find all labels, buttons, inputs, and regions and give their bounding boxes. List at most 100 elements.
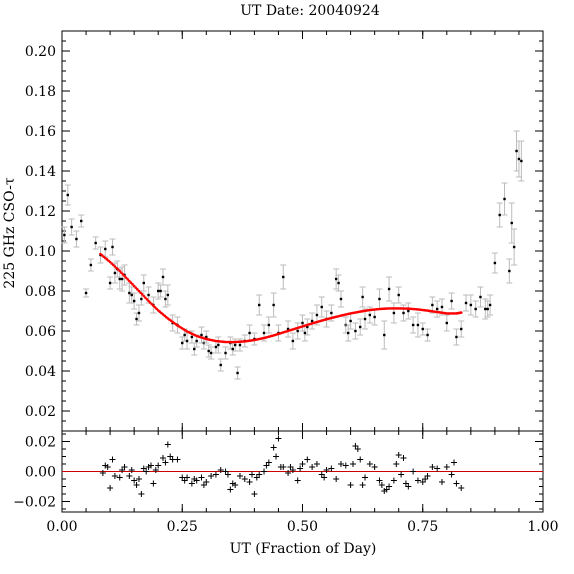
data-point	[508, 269, 511, 273]
data-point	[166, 293, 170, 297]
fit-point	[459, 311, 463, 314]
fit-point	[144, 296, 147, 299]
data-point	[291, 339, 295, 343]
fit-point	[128, 279, 131, 283]
main-plot-area: 0.02 0.04 0.06 0.08 0.10 0.12 0.14 0.16 0.18 0.20	[25, 30, 544, 432]
data-point	[157, 289, 160, 293]
data-point	[301, 321, 304, 325]
y-tick-label: 0.10	[25, 244, 56, 260]
data-point	[296, 329, 299, 333]
x-tick-label: 1.00	[527, 519, 558, 535]
data-point	[402, 311, 405, 315]
data-point	[94, 241, 97, 245]
data-point	[363, 317, 367, 321]
x-tick-label: 0.00	[46, 519, 77, 535]
data-point	[392, 311, 396, 315]
data-point	[498, 213, 501, 217]
data-point	[488, 303, 492, 307]
data-point	[89, 263, 93, 267]
fit-point	[123, 274, 126, 278]
y-tick-label: 0.04	[25, 364, 56, 380]
data-point	[272, 303, 275, 307]
data-point	[209, 351, 213, 355]
data-point	[113, 271, 117, 275]
data-point	[440, 305, 444, 309]
fit-point	[118, 269, 122, 273]
data-point	[397, 293, 400, 297]
data-point	[248, 331, 251, 335]
y-axis-label: 225 GHz CSO-τ	[2, 177, 18, 288]
data-point	[183, 333, 186, 337]
data-point	[217, 343, 220, 347]
data-point	[200, 333, 203, 337]
fit-point	[153, 305, 157, 309]
data-point	[231, 347, 234, 351]
fit-point	[150, 302, 154, 306]
data-point	[142, 281, 145, 285]
data-point	[450, 299, 453, 303]
data-point	[63, 233, 66, 237]
y-tick-label: −0.02	[13, 495, 56, 511]
data-point	[315, 313, 319, 317]
y-tick-label: 0.18	[25, 84, 56, 100]
data-point	[354, 329, 357, 333]
data-point	[185, 339, 189, 343]
data-point	[236, 371, 239, 375]
data-point	[66, 193, 69, 197]
fit-point	[155, 307, 158, 311]
fit-point	[121, 273, 125, 276]
y-tick-label: 0.00	[25, 465, 56, 481]
data-point	[258, 303, 261, 307]
fit-point	[134, 286, 138, 289]
data-point	[334, 277, 338, 281]
y-tick-label: 0.16	[25, 124, 56, 140]
data-point	[517, 157, 521, 161]
data-point	[520, 159, 523, 163]
data-point	[431, 303, 434, 307]
data-point	[330, 311, 333, 315]
data-point	[238, 343, 242, 347]
data-point	[135, 317, 138, 321]
data-point	[320, 305, 323, 309]
chart-title: UT Date: 20040924	[240, 3, 380, 19]
data-point	[426, 333, 429, 337]
fit-point	[140, 293, 144, 296]
x-tick-label: 0.75	[407, 519, 438, 535]
data-point	[368, 313, 372, 317]
data-point	[205, 335, 208, 339]
data-point	[193, 347, 196, 351]
data-point	[455, 335, 458, 339]
data-point	[303, 331, 307, 335]
data-point	[214, 345, 218, 349]
data-point	[510, 221, 513, 225]
data-point	[445, 321, 448, 325]
fit-point	[145, 298, 149, 301]
data-point	[161, 275, 165, 279]
y-tick-label: 0.06	[25, 324, 56, 340]
data-point	[411, 323, 415, 327]
data-point	[469, 303, 473, 307]
data-point	[262, 331, 266, 335]
y-tick-label: 0.12	[25, 204, 56, 220]
data-point	[159, 289, 162, 293]
data-point	[132, 299, 136, 303]
data-point	[207, 349, 210, 353]
data-point	[190, 335, 194, 339]
data-point	[233, 343, 237, 347]
data-point	[512, 245, 516, 249]
data-point	[464, 301, 468, 305]
data-point	[130, 293, 133, 297]
data-point	[267, 323, 271, 327]
data-point	[147, 293, 150, 297]
data-point	[486, 307, 489, 311]
y-tick-label: 0.14	[25, 164, 56, 180]
data-point	[339, 297, 343, 301]
fit-point	[131, 283, 134, 286]
data-point	[387, 287, 391, 291]
data-point	[219, 363, 222, 367]
fit-point	[148, 301, 152, 304]
data-point	[224, 351, 227, 355]
data-point	[460, 327, 463, 331]
data-point	[310, 319, 314, 323]
